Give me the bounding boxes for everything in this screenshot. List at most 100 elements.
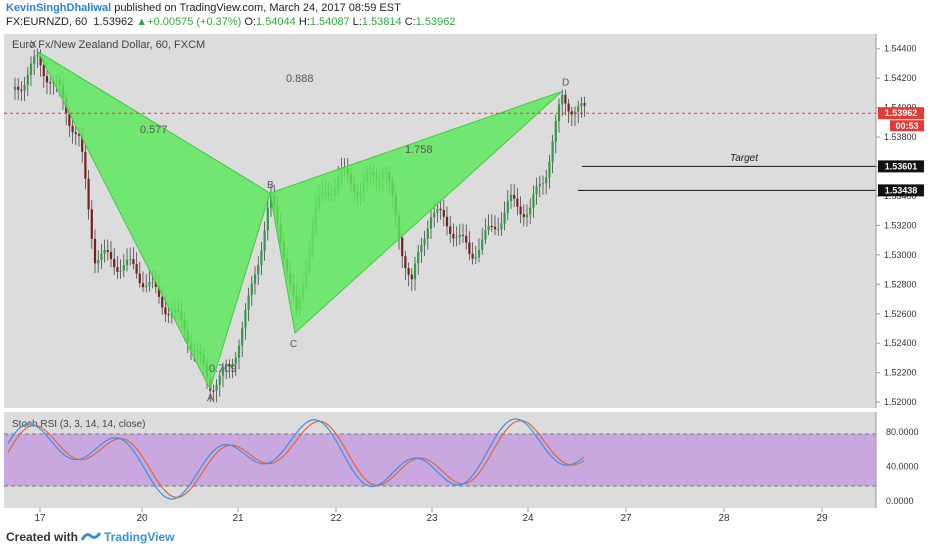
candle-body (420, 245, 423, 252)
candle-body (113, 258, 116, 268)
candle-body (583, 103, 586, 106)
date-tick-label: 27 (620, 513, 632, 524)
candle-body (68, 113, 71, 126)
candle-body (413, 263, 417, 280)
date-tick-label: 29 (816, 513, 828, 524)
candle-body (509, 194, 513, 202)
tradingview-brand[interactable]: TradingView (104, 530, 175, 544)
candle-body (532, 194, 535, 208)
candle-body (545, 177, 548, 184)
candle-body (45, 76, 49, 83)
candle-body (135, 264, 138, 274)
pattern-bcd[interactable] (269, 90, 563, 334)
indicator-axis[interactable]: 80.0000 40.0000 0.0000 (875, 412, 919, 508)
candle-body (42, 65, 45, 77)
indicator-tick-label: 80.0000 (886, 427, 919, 437)
candle-body (100, 253, 103, 260)
candle-body (429, 217, 433, 229)
candle-body (577, 106, 580, 112)
candle-body (481, 239, 484, 251)
date-tick-label: 22 (330, 513, 342, 524)
candle-body (458, 234, 461, 238)
close-value: 1.53962 (415, 16, 456, 28)
last-price-tag: 1.53962 00:53 (878, 107, 924, 132)
harmonic-pattern[interactable] (36, 50, 563, 391)
candle-body (468, 242, 471, 254)
candle-body (237, 345, 241, 358)
date-tick-label: 21 (232, 513, 244, 524)
candle-body (503, 212, 506, 224)
candle-body (513, 194, 516, 199)
candle-body (423, 238, 426, 246)
candle-body (33, 56, 36, 64)
last-price-value: 1.53962 (885, 108, 918, 118)
publish-line: KevinSinghDhaliwal published on TradingV… (6, 2, 401, 14)
candle-body (93, 238, 97, 264)
candle-body (529, 207, 532, 215)
indicator-tick-label: 40.0000 (886, 462, 919, 472)
candle-body (49, 82, 52, 84)
candle-body (164, 307, 167, 315)
candle-body (13, 86, 17, 90)
price-tick-label: 1.54200 (884, 73, 917, 83)
ratio-bd: 1.758 (405, 144, 433, 156)
candle-body (132, 259, 135, 265)
candle-body (125, 259, 129, 266)
candle-body (148, 282, 151, 286)
candle-body (407, 268, 410, 275)
low-label: L: (352, 16, 362, 28)
last-price: 1.53962 (93, 16, 134, 28)
tradingview-logo-icon[interactable] (80, 528, 102, 546)
candle-body (161, 296, 164, 308)
candle-body (20, 89, 23, 91)
candle-body (231, 364, 234, 367)
pattern-xab[interactable] (36, 50, 271, 391)
chart-title: Euro Fx/New Zealand Dollar, 60, FXCM (12, 39, 205, 51)
candle-body (119, 270, 122, 272)
chart-canvas[interactable]: X A B C D 0.888 0.577 1.758 0.709 Target… (0, 30, 932, 526)
ratio-xb: 0.888 (286, 73, 314, 85)
candle-body (525, 214, 529, 218)
candle-body (77, 134, 81, 136)
target-value-2: 1.53438 (885, 185, 918, 195)
candle-body (74, 132, 77, 135)
candle-body (145, 285, 148, 288)
candle-body (122, 265, 125, 271)
candle-body (23, 84, 26, 91)
candle-body (442, 209, 445, 217)
high-label: H: (298, 16, 310, 28)
candle-body (538, 183, 541, 187)
candle-body (561, 94, 564, 105)
ratio-ac: 0.577 (140, 124, 168, 136)
candle-body (535, 186, 538, 195)
indicator-title: Stoch RSI (3, 3, 14, 14, close) (12, 419, 145, 430)
point-label-a: A (207, 393, 214, 404)
candle-body (29, 63, 33, 75)
open-label: O: (244, 16, 257, 28)
candle-body (487, 225, 490, 231)
candle-body (90, 209, 93, 239)
candle-body (228, 364, 231, 367)
candle-body (260, 250, 263, 265)
author-link[interactable]: KevinSinghDhaliwal (6, 2, 112, 14)
price-tick-label: 1.52400 (884, 338, 917, 348)
point-label-b: B (267, 180, 274, 191)
candle-body (417, 251, 420, 264)
candle-body (401, 237, 404, 257)
price-tick-label: 1.54400 (884, 44, 917, 54)
candle-body (471, 253, 474, 259)
created-with-label: Created with (6, 530, 79, 544)
candle-body (84, 151, 87, 179)
candle-body (81, 135, 84, 152)
candle-body (439, 208, 442, 210)
candle-body (138, 273, 141, 284)
candle-body (551, 141, 554, 162)
candle-body (426, 228, 429, 239)
chart-header: KevinSinghDhaliwal published on TradingV… (0, 0, 932, 30)
time-axis[interactable]: 17 20 21 22 23 24 27 28 29 (34, 508, 828, 524)
candle-body (474, 257, 477, 259)
candle-body (106, 250, 109, 252)
up-arrow-icon: ▲ (136, 16, 148, 28)
candle-body (580, 103, 583, 107)
candle-body (71, 125, 74, 133)
